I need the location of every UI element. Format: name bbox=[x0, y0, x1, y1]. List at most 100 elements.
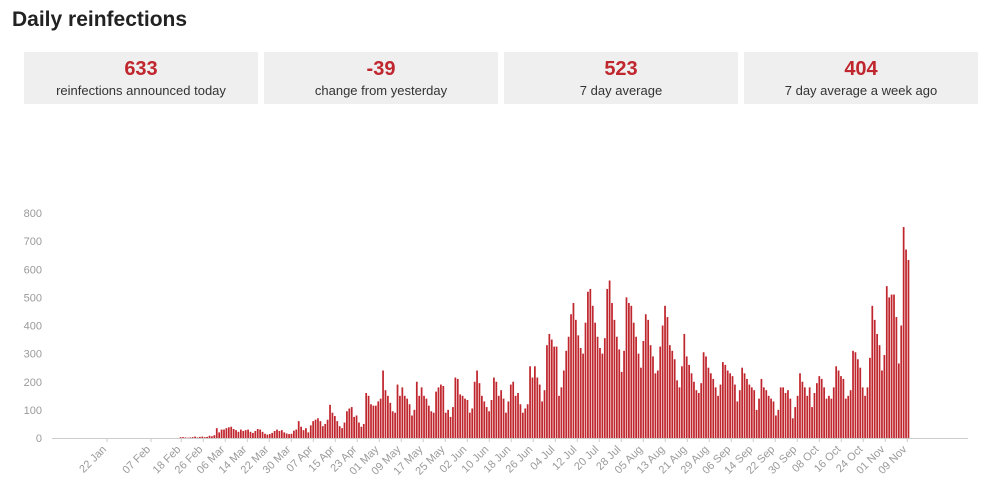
bar bbox=[722, 362, 724, 438]
bar bbox=[447, 409, 449, 439]
bar bbox=[297, 421, 300, 439]
stat-change-label: change from yesterday bbox=[314, 83, 448, 98]
bar bbox=[225, 428, 228, 438]
bar bbox=[577, 335, 580, 438]
bar bbox=[268, 434, 271, 438]
bar bbox=[825, 398, 828, 439]
bar bbox=[355, 415, 358, 438]
bar bbox=[223, 429, 225, 438]
bar bbox=[869, 357, 871, 438]
bar bbox=[452, 407, 454, 438]
bar bbox=[211, 436, 213, 438]
bar bbox=[806, 395, 809, 438]
bar bbox=[888, 297, 891, 439]
bar bbox=[844, 398, 847, 439]
bar bbox=[490, 400, 493, 438]
bar bbox=[770, 398, 772, 439]
bar bbox=[353, 416, 355, 438]
bar bbox=[189, 437, 192, 438]
bar bbox=[613, 319, 616, 439]
bar bbox=[466, 400, 469, 438]
bar bbox=[213, 435, 216, 438]
bar bbox=[864, 395, 866, 438]
x-tick-label: 22 Jan bbox=[77, 444, 109, 476]
bar bbox=[259, 429, 262, 438]
bar bbox=[203, 437, 206, 438]
bar bbox=[456, 378, 459, 438]
bar bbox=[440, 384, 442, 438]
bar bbox=[427, 405, 430, 438]
bar bbox=[471, 408, 474, 438]
bar bbox=[683, 333, 686, 438]
bar bbox=[644, 314, 647, 438]
bar bbox=[574, 319, 577, 439]
bars bbox=[179, 227, 910, 439]
bar bbox=[239, 429, 242, 438]
y-axis: 0 100 200 300 400 500 600 700 800 bbox=[24, 208, 42, 445]
bar bbox=[647, 319, 650, 439]
bar bbox=[237, 431, 240, 438]
bar bbox=[902, 227, 905, 438]
bar bbox=[709, 373, 712, 438]
bar bbox=[346, 411, 348, 438]
bar bbox=[791, 418, 794, 438]
bar bbox=[396, 384, 399, 438]
y-tick-label: 300 bbox=[24, 349, 42, 361]
bar bbox=[859, 367, 862, 438]
bar bbox=[705, 356, 707, 438]
bar bbox=[808, 387, 811, 439]
bar bbox=[873, 319, 876, 439]
bar bbox=[789, 398, 792, 439]
bar bbox=[343, 422, 346, 438]
bar bbox=[483, 401, 486, 438]
bar bbox=[562, 370, 565, 438]
bar bbox=[244, 430, 247, 439]
bar bbox=[755, 409, 758, 439]
y-tick-label: 700 bbox=[24, 236, 42, 248]
stat-card-change: -39 change from yesterday bbox=[264, 52, 498, 104]
bar bbox=[360, 426, 363, 438]
stat-week-ago-value: 404 bbox=[844, 58, 878, 80]
bar bbox=[401, 387, 404, 439]
bar bbox=[348, 408, 351, 438]
bar bbox=[280, 430, 283, 439]
bar bbox=[625, 297, 628, 439]
bar bbox=[184, 437, 187, 438]
bar bbox=[242, 430, 245, 438]
bar bbox=[714, 387, 717, 439]
bar bbox=[702, 352, 705, 438]
bar bbox=[731, 376, 734, 439]
y-tick-label: 400 bbox=[24, 321, 42, 333]
bar bbox=[252, 432, 254, 438]
bar bbox=[762, 387, 765, 439]
bar bbox=[835, 366, 838, 438]
bar bbox=[215, 428, 218, 438]
bar bbox=[676, 380, 678, 438]
x-tick-label: 07 Feb bbox=[120, 444, 153, 477]
stat-week-ago-label: 7 day average a week ago bbox=[784, 83, 938, 98]
bar bbox=[179, 437, 182, 438]
bar bbox=[324, 423, 327, 438]
bar bbox=[717, 395, 719, 438]
page-title: Daily reinfections bbox=[12, 8, 188, 31]
bar bbox=[854, 352, 857, 438]
stat-average-label: 7 day average bbox=[579, 83, 663, 98]
bar bbox=[387, 395, 389, 438]
bar bbox=[823, 387, 825, 439]
bar bbox=[309, 425, 312, 438]
bar bbox=[570, 314, 572, 438]
bar bbox=[502, 398, 505, 439]
bar bbox=[726, 370, 729, 438]
bar bbox=[668, 345, 671, 438]
stat-change-value: -39 bbox=[366, 58, 396, 80]
bar bbox=[276, 429, 278, 438]
bar bbox=[543, 390, 546, 438]
bar bbox=[596, 336, 599, 438]
bar bbox=[900, 325, 903, 438]
bar bbox=[623, 350, 625, 438]
bar bbox=[615, 336, 618, 438]
bar bbox=[584, 322, 587, 438]
bar bbox=[413, 409, 416, 439]
bar bbox=[671, 350, 674, 438]
